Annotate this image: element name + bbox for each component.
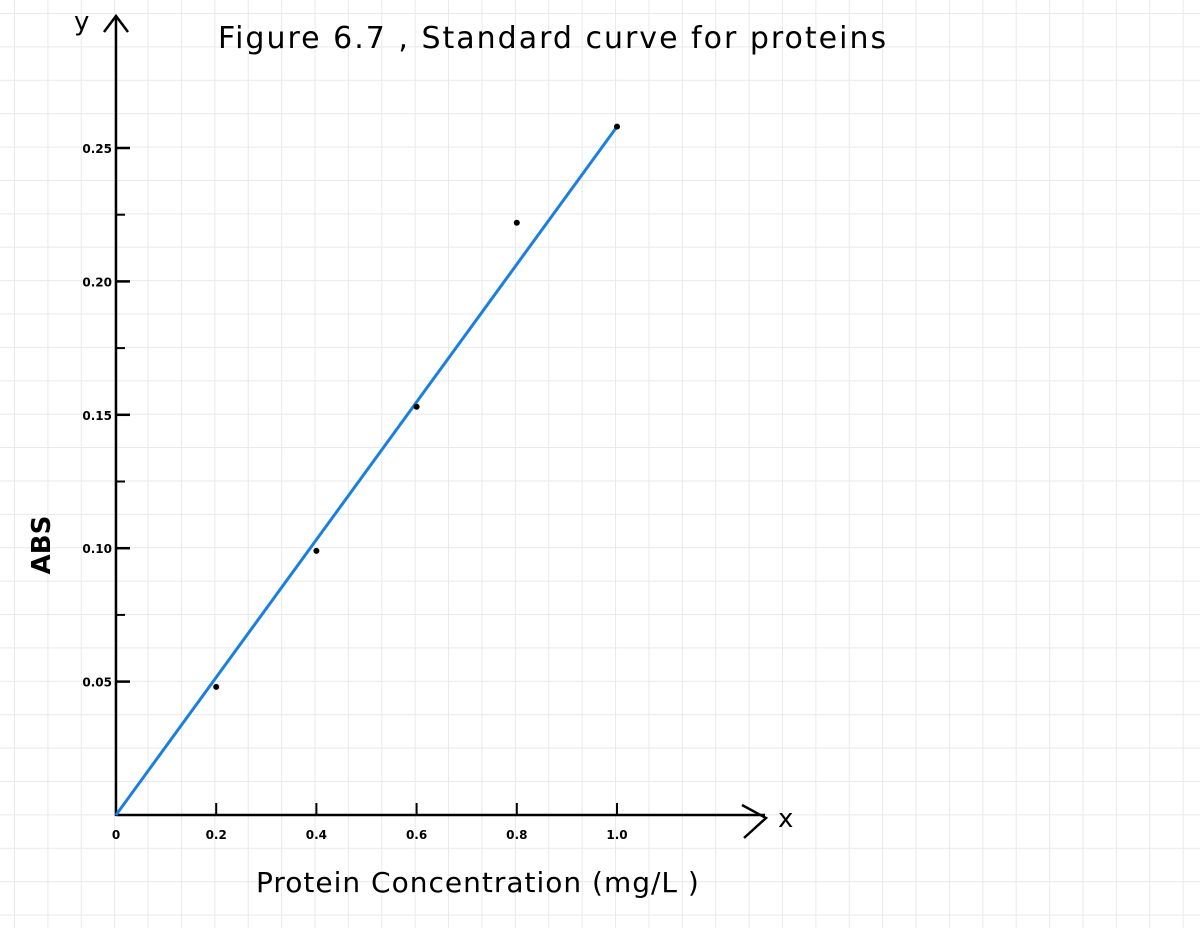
y-axis-arrow-icon (103, 13, 129, 33)
chart-title: Figure 6.7 , Standard curve for proteins (218, 21, 888, 56)
x-tick-label: 0.8 (506, 828, 527, 842)
x-ticks: 0 0.2 0.4 0.6 0.8 1.0 (112, 803, 628, 842)
data-point (614, 123, 620, 130)
x-tick-label: 0.2 (206, 828, 227, 842)
y-tick-label: 0.15 (82, 409, 112, 423)
x-axis-label: Protein Concentration (mg/L ) (256, 866, 700, 899)
data-point (213, 683, 220, 690)
y-tick-label: 0.05 (82, 676, 112, 690)
x-tick-label: 0 (112, 828, 120, 842)
x-axis-name: x (778, 804, 793, 834)
fit-line (114, 125, 619, 816)
y-axis-name: y (74, 7, 89, 37)
data-point (413, 403, 420, 410)
y-tick-label: 0.10 (82, 542, 112, 556)
y-ticks: 0.05 0.10 0.15 0.20 0.25 (82, 142, 130, 690)
x-axis-arrow-icon (741, 803, 769, 839)
data-point (513, 219, 520, 226)
plot-area (114, 123, 620, 816)
data-point (313, 547, 320, 554)
x-tick-label: 1.0 (606, 828, 627, 842)
x-tick-label: 0.6 (406, 828, 427, 842)
y-tick-label: 0.20 (82, 275, 112, 289)
y-axis-label: ABS (27, 516, 57, 575)
y-tick-label: 0.25 (82, 142, 112, 156)
x-tick-label: 0.4 (306, 828, 327, 842)
x-axis (116, 803, 769, 839)
